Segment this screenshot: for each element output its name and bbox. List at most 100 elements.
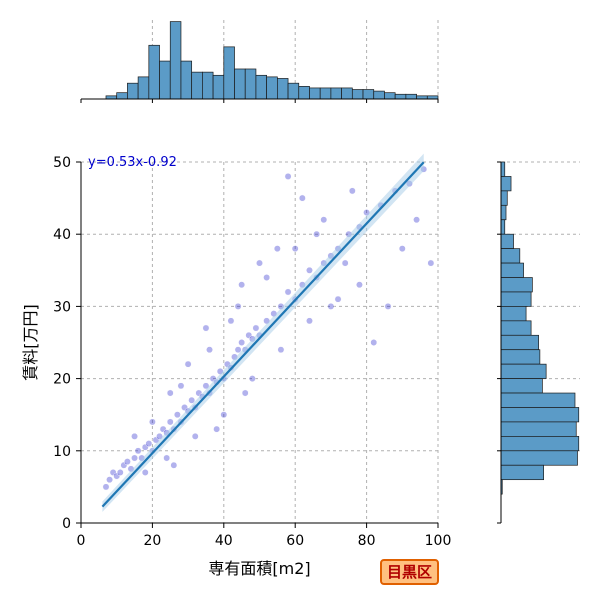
top-hist-bar [202,71,214,100]
scatter-point [320,216,328,224]
scatter-point [238,339,246,346]
right-hist-bar [500,190,508,206]
x-tick-label: 60 [286,533,304,549]
top-histogram [80,20,439,103]
scatter-point [131,432,139,440]
top-hist-bar [212,74,225,100]
regression-equation: y=0.53x-0.92 [88,155,177,170]
right-hist-bar [500,320,532,336]
top-hist-bar [298,86,310,100]
right-hist-bar [500,464,544,481]
scatter-point [177,382,185,390]
y-tick-label: 40 [53,227,71,243]
scatter-point [291,245,299,253]
x-tick-label: 100 [425,533,452,549]
main-scatter-plot: 0 20 40 60 80 100 0 10 20 30 40 50 専有面積[m2] 賃料[万円] y=0… [21,153,452,578]
scatter-point [163,454,171,462]
top-hist-bar [287,82,300,100]
right-hist-bar [500,450,578,466]
right-hist-bar [500,277,533,293]
y-tick-label: 20 [53,372,71,388]
scatter-point [195,389,203,397]
x-tick-label: 40 [215,533,233,549]
scatter-point [306,317,313,325]
right-hist-bar [500,262,524,278]
top-hist-bar [223,46,235,100]
right-hist-bar [500,233,514,249]
scatter-point [398,245,406,253]
scatter-point [202,324,210,332]
y-tick-label: 0 [62,516,71,532]
top-hist-bar [351,89,364,100]
scatter-point [202,382,210,390]
right-hist-bar [500,363,547,379]
scatter-point [370,339,378,346]
top-hist-bar [309,87,321,100]
scatter-point [313,230,321,238]
top-hist-bar [148,44,160,100]
y-tick-label: 10 [53,444,71,460]
scatter-point [173,411,181,419]
top-hist-bar [169,21,182,100]
scatter-point [141,443,149,451]
scatter-point [284,172,292,180]
scatter-point [220,411,228,419]
scatter-point [123,458,131,466]
scatter-point [106,476,114,484]
scatter-point [152,436,160,444]
right-hist-bar [500,291,532,307]
scatter-point [248,375,256,383]
ward-badge: 目黒区 [380,559,440,585]
scatter-point [341,259,349,267]
right-hist-bar [500,421,577,437]
top-hist-bar [137,76,150,100]
top-hist-bar [180,60,193,100]
right-hist-bar [500,204,507,221]
scatter-point [141,469,149,476]
top-hist-bar [266,76,278,100]
x-tick-label: 0 [77,533,86,549]
right-hist-bar [500,161,506,177]
scatter-point [252,324,260,332]
x-tick-label: 80 [358,533,376,549]
scatter-point [263,274,271,281]
scatter-point [306,266,313,274]
scatter-point [227,317,235,325]
regression-line [101,161,425,508]
scatter-point [131,454,139,462]
scatter-point [113,472,121,480]
scatter-point [102,483,110,491]
top-hist-bar [362,89,375,100]
right-hist-bar [500,436,580,452]
scatter-point [120,461,128,469]
scatter-point [277,346,285,354]
right-hist-bar [500,392,576,408]
x-axis-label: 専有面積[m2] [208,559,310,578]
right-hist-bar [500,219,506,235]
scatter-point [234,302,242,310]
scatter-point [413,216,421,224]
scatter-point [206,346,213,354]
x-tick-label: 20 [143,533,161,549]
scatter-point [234,346,242,354]
y-tick-label: 50 [53,155,71,171]
top-hist-bar [319,87,332,100]
scatter-point [166,389,174,397]
top-hist-bar [330,87,342,100]
y-tick-label: 30 [53,299,71,315]
scatter-point [148,418,156,426]
scatter-point [188,396,196,404]
scatter-point [284,288,292,296]
scatter-point [184,360,192,368]
top-hist-bar [394,93,407,100]
right-hist-bar [500,176,512,192]
scatter-point [166,418,174,426]
right-hist-bar [500,334,539,351]
right-hist-bar [500,306,527,322]
top-hist-bar [277,78,289,100]
scatter-point [334,295,342,303]
top-hist-bar [244,68,257,100]
scatter-point [213,425,221,433]
